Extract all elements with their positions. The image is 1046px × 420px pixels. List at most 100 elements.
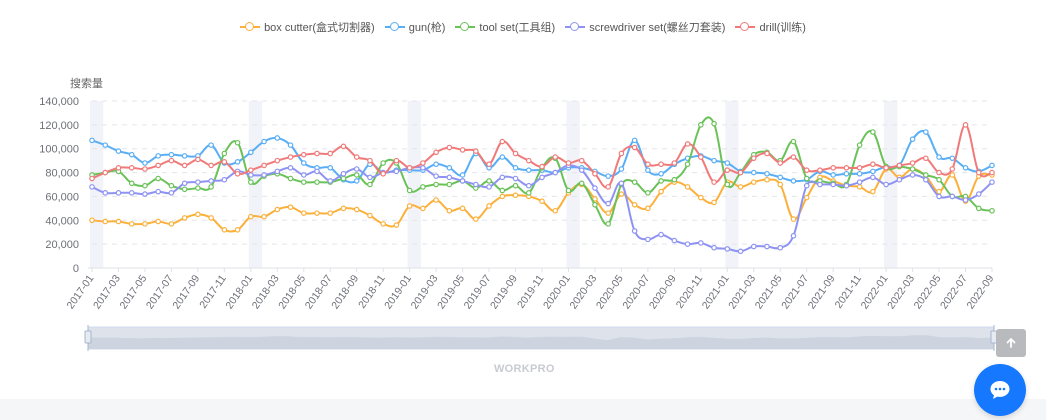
data-point[interactable]	[221, 227, 228, 233]
data-point[interactable]	[314, 179, 320, 185]
back-to-top-button[interactable]	[996, 329, 1026, 357]
data-point[interactable]	[486, 161, 492, 168]
data-point[interactable]	[803, 175, 810, 182]
chat-button[interactable]	[974, 364, 1026, 416]
data-point[interactable]	[989, 207, 995, 214]
data-point[interactable]	[962, 197, 969, 203]
data-point[interactable]	[433, 197, 439, 203]
data-point[interactable]	[883, 181, 889, 188]
data-point[interactable]	[975, 191, 982, 197]
data-point[interactable]	[750, 169, 757, 176]
data-point[interactable]	[499, 138, 506, 145]
data-point[interactable]	[724, 160, 731, 166]
data-point[interactable]	[248, 149, 254, 156]
data-point[interactable]	[790, 138, 797, 145]
data-point[interactable]	[367, 174, 373, 181]
data-point[interactable]	[89, 137, 95, 144]
data-point[interactable]	[420, 165, 426, 171]
data-point[interactable]	[327, 165, 334, 171]
data-point[interactable]	[353, 166, 360, 172]
data-point[interactable]	[314, 210, 320, 216]
data-point[interactable]	[539, 174, 545, 181]
data-point[interactable]	[340, 170, 347, 177]
data-point[interactable]	[512, 150, 519, 157]
data-point[interactable]	[406, 165, 413, 171]
data-point[interactable]	[883, 165, 889, 171]
data-point[interactable]	[803, 194, 810, 201]
line-chart[interactable]: 0 20,000 40,000 60,000 80,000 100,000 120,000 1…	[0, 0, 1046, 400]
data-point[interactable]	[446, 181, 453, 188]
data-point[interactable]	[618, 191, 625, 197]
data-point[interactable]	[777, 160, 784, 166]
data-point[interactable]	[658, 188, 664, 195]
data-point[interactable]	[115, 218, 122, 225]
data-point[interactable]	[340, 143, 347, 150]
data-point[interactable]	[764, 243, 770, 250]
data-point[interactable]	[631, 144, 638, 151]
data-point[interactable]	[353, 154, 360, 160]
data-point[interactable]	[128, 190, 135, 196]
data-point[interactable]	[499, 174, 506, 181]
data-point[interactable]	[274, 206, 281, 213]
data-point[interactable]	[936, 193, 942, 200]
data-point[interactable]	[592, 185, 598, 191]
data-point[interactable]	[737, 169, 744, 176]
data-point[interactable]	[420, 184, 426, 190]
data-point[interactable]	[870, 188, 876, 195]
data-point[interactable]	[631, 179, 638, 185]
data-point[interactable]	[605, 210, 611, 216]
data-point[interactable]	[803, 182, 810, 189]
data-point[interactable]	[340, 175, 347, 182]
data-point[interactable]	[671, 237, 678, 244]
series-screwdriver-set[interactable]	[89, 162, 995, 255]
data-point[interactable]	[499, 154, 506, 160]
data-point[interactable]	[433, 181, 439, 188]
data-point[interactable]	[949, 172, 956, 178]
data-point[interactable]	[645, 205, 651, 212]
data-point[interactable]	[870, 161, 876, 168]
data-point[interactable]	[525, 190, 532, 196]
data-point[interactable]	[128, 151, 135, 158]
data-point[interactable]	[512, 175, 519, 182]
data-point[interactable]	[128, 165, 135, 171]
data-point[interactable]	[525, 157, 532, 164]
data-point[interactable]	[287, 204, 294, 210]
data-point[interactable]	[195, 211, 201, 218]
data-point[interactable]	[168, 190, 175, 196]
data-point[interactable]	[473, 181, 479, 188]
data-point[interactable]	[261, 138, 267, 145]
data-point[interactable]	[195, 156, 201, 163]
data-point[interactable]	[168, 221, 175, 227]
data-point[interactable]	[380, 221, 386, 227]
data-point[interactable]	[168, 182, 175, 189]
data-point[interactable]	[433, 173, 439, 179]
data-point[interactable]	[592, 201, 598, 208]
data-point[interactable]	[512, 192, 519, 199]
slider-handle-grip-icon[interactable]	[84, 330, 92, 344]
data-point[interactable]	[327, 150, 334, 157]
data-point[interactable]	[658, 161, 664, 168]
data-point[interactable]	[512, 165, 519, 171]
data-point[interactable]	[102, 142, 109, 148]
data-point[interactable]	[234, 159, 241, 165]
data-point[interactable]	[155, 188, 161, 195]
data-point[interactable]	[923, 155, 929, 162]
data-point[interactable]	[777, 244, 784, 251]
data-point[interactable]	[89, 175, 95, 182]
data-point[interactable]	[287, 154, 294, 160]
data-point[interactable]	[380, 160, 386, 166]
data-point[interactable]	[181, 180, 188, 187]
data-point[interactable]	[155, 153, 161, 159]
data-point[interactable]	[645, 167, 651, 173]
legend-item-box-cutter[interactable]: box cutter(盒式切割器)	[240, 19, 375, 35]
data-point[interactable]	[142, 166, 148, 172]
legend-item-screwdriver-set[interactable]: screwdriver set(螺丝刀套装)	[565, 19, 725, 35]
data-point[interactable]	[817, 181, 823, 188]
data-point[interactable]	[274, 168, 281, 175]
data-point[interactable]	[565, 160, 572, 166]
data-point[interactable]	[102, 218, 109, 225]
data-point[interactable]	[486, 178, 492, 184]
data-point[interactable]	[234, 170, 241, 177]
data-point[interactable]	[949, 193, 956, 200]
data-point[interactable]	[208, 184, 214, 190]
